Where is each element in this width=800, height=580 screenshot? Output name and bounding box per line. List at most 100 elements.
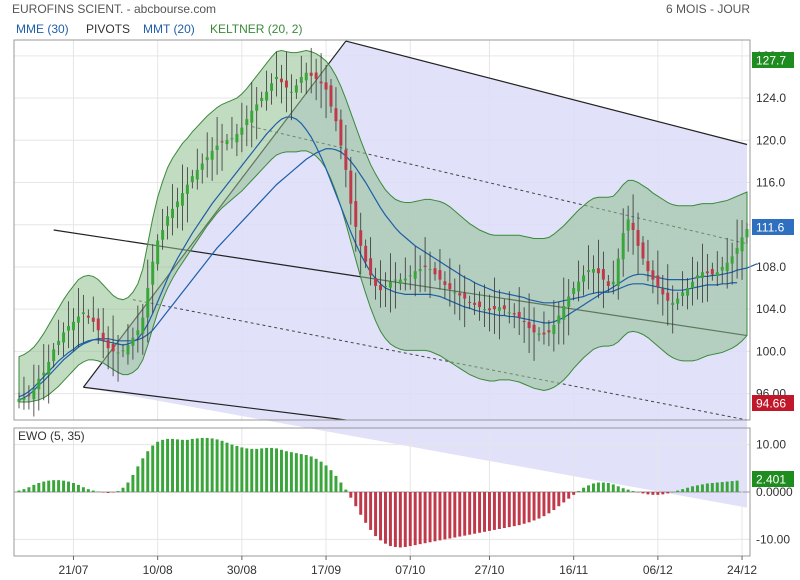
candle [245,105,249,147]
candle-body [215,145,219,150]
ewo-bar [166,438,170,492]
candle-body [388,281,392,288]
legend-mmt[interactable]: MMT (20) [143,22,195,36]
candle [195,148,199,190]
ewo-bar [671,492,675,493]
ewo-y-tick-label: -10.00 [756,532,790,546]
candle-body [676,298,680,304]
candle-body [616,258,620,286]
candle [374,267,378,300]
candle-body [76,316,80,323]
candle [37,365,41,411]
candle-body [483,309,487,311]
pivot-line [83,386,346,421]
candle-body [487,308,491,311]
ewo-bar [319,461,323,492]
candle [304,62,308,95]
svg-text:111.6: 111.6 [756,221,785,235]
candle [433,261,437,281]
candle-body [299,76,303,83]
candle-body [96,318,100,331]
ewo-bar [62,480,66,492]
ewo-bar [161,439,165,492]
ewo-bar [438,492,442,541]
badge-ewo-last: 2.401 [752,471,794,487]
candle [418,255,422,293]
candle-body [225,140,229,145]
ewo-title: EWO (5, 35) [18,429,85,443]
candle-body [126,345,130,355]
candle-body [260,98,264,102]
candle-body [596,268,600,274]
ewo-bar [666,492,670,494]
candle [527,293,531,353]
candle [512,303,516,329]
candle [205,132,209,178]
ewo-bar [413,492,417,546]
ewo-bar [235,446,239,492]
candle [413,246,417,297]
candle [676,292,680,311]
candle-body [393,279,397,281]
candle-body [275,76,279,80]
candle [705,253,709,302]
ewo-panel-frame [13,427,751,557]
candle-body [383,285,387,287]
candle [497,289,501,340]
candle [52,342,56,368]
candle-body [166,216,170,226]
ewo-bar [329,470,333,492]
ewo-bar [289,452,293,492]
candle-body [552,325,556,335]
candle [502,299,506,316]
candle [542,311,546,345]
candle [448,258,452,307]
candle [289,74,293,121]
ewo-bar [552,492,556,511]
candle [745,222,749,244]
candle-body [57,340,61,346]
ewo-bar [596,482,600,492]
candle [171,184,175,236]
candle-body [121,350,125,352]
badge-lower: 94.66 [752,395,794,411]
candle [393,262,397,309]
candle-body [230,138,234,140]
ewo-bar [587,485,591,492]
x-tick-label: 21/07 [58,563,88,577]
candle [265,70,269,111]
candle [235,123,239,157]
ewo-bar [408,492,412,547]
x-tick-label: 27/10 [474,563,504,577]
ewo-bar [710,482,714,492]
candle [681,271,685,307]
candle [562,277,566,345]
x-tick-label: 17/09 [311,563,341,577]
ewo-bar [294,453,298,492]
candle-body [136,330,140,336]
ewo-bar [656,492,660,495]
candle-body [17,398,21,403]
candle [552,300,556,352]
candle-body [374,277,378,286]
candle [250,82,254,148]
ewo-bar [582,487,586,492]
candle [591,255,595,294]
candle [735,219,739,279]
candle [230,117,234,149]
legend-pivots[interactable]: PIVOTS [86,22,130,36]
ewo-bar [47,480,51,492]
candle [27,385,31,410]
candle-body [235,133,239,143]
candle-body [398,279,402,284]
candle [116,335,120,382]
legend-mme[interactable]: MME (30) [16,22,69,36]
candle-body [710,269,714,275]
legend-keltner[interactable]: KELTNER (20, 2) [210,22,302,36]
candle-body [423,265,427,267]
candle [166,206,170,240]
candle [572,281,576,301]
candle-body [725,262,729,272]
ewo-bar [210,438,214,492]
ewo-bar [393,492,397,547]
